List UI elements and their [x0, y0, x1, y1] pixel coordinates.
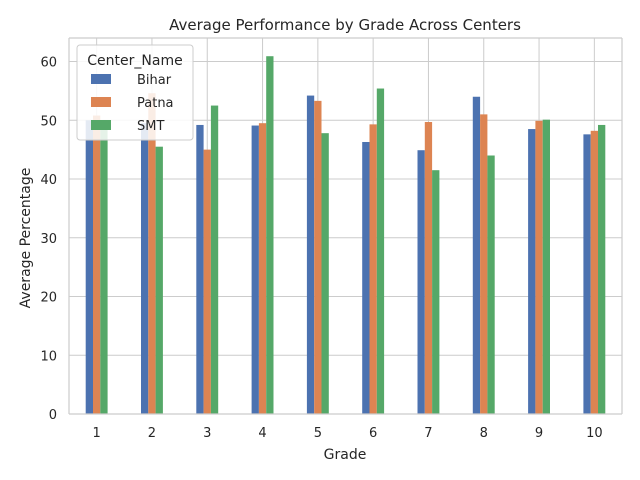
y-tick-label: 10 — [40, 349, 57, 364]
bar-smt-grade-3 — [210, 105, 219, 414]
bars — [85, 56, 606, 415]
bar-patna-grade-3 — [203, 149, 211, 414]
bar-bihar-grade-5 — [306, 95, 315, 414]
legend-label-smt: SMT — [137, 119, 164, 134]
legend: Center_Name Bihar Patna SMT — [76, 44, 194, 141]
legend-title: Center_Name — [87, 53, 182, 69]
bar-patna-grade-2 — [148, 93, 156, 414]
legend-swatch-patna — [91, 97, 111, 107]
bar-patna-grade-10 — [590, 130, 598, 414]
chart-title: Average Performance by Grade Across Cent… — [169, 16, 521, 34]
x-tick-label: 8 — [480, 426, 488, 441]
bar-smt-grade-6 — [376, 88, 385, 415]
legend-label-patna: Patna — [137, 96, 174, 111]
x-tick-label: 5 — [314, 426, 322, 441]
bar-patna-grade-5 — [314, 100, 322, 415]
y-tick-label: 60 — [40, 56, 57, 71]
x-tick-label: 2 — [148, 426, 156, 441]
bar-smt-grade-10 — [598, 124, 606, 414]
bar-bihar-grade-4 — [251, 125, 259, 414]
bar-bihar-grade-10 — [583, 134, 591, 414]
bar-smt-grade-4 — [266, 56, 274, 415]
bar-patna-grade-7 — [424, 122, 433, 414]
bar-bihar-grade-6 — [362, 141, 370, 415]
bar-bihar-grade-8 — [472, 96, 481, 414]
y-tick-label: 50 — [40, 114, 57, 129]
legend-box — [76, 44, 194, 141]
bar-patna-grade-4 — [258, 123, 267, 414]
legend-swatch-smt — [91, 120, 111, 130]
bar-smt-grade-8 — [487, 155, 495, 414]
y-axis-label: Average Percentage — [18, 168, 34, 309]
bar-patna-grade-9 — [535, 120, 543, 415]
bar-smt-grade-7 — [432, 170, 440, 414]
bar-bihar-grade-2 — [141, 123, 149, 414]
x-axis-label: Grade — [324, 447, 367, 463]
y-tick-label: 40 — [40, 173, 57, 188]
bar-smt-grade-9 — [542, 119, 550, 414]
bar-bihar-grade-7 — [417, 150, 425, 414]
x-tick-label: 1 — [93, 426, 101, 441]
bar-patna-grade-8 — [480, 114, 488, 414]
x-tick-label: 9 — [535, 426, 543, 441]
legend-label-bihar: Bihar — [137, 73, 172, 88]
bar-patna-grade-1 — [93, 115, 101, 415]
bar-patna-grade-6 — [369, 124, 377, 415]
bar-smt-grade-2 — [155, 146, 163, 414]
x-tick-label: 7 — [424, 426, 432, 441]
bar-smt-grade-5 — [321, 133, 329, 415]
x-tick-label: 3 — [203, 426, 211, 441]
bar-bihar-grade-3 — [196, 124, 204, 414]
y-tick-label: 0 — [49, 408, 57, 423]
legend-swatch-bihar — [91, 74, 111, 84]
x-tick-label: 4 — [258, 426, 266, 441]
y-tick-label: 20 — [40, 291, 57, 306]
x-tick-label: 6 — [369, 426, 377, 441]
bar-smt-grade-1 — [100, 121, 108, 415]
y-tick-label: 30 — [40, 232, 57, 247]
bar-bihar-grade-1 — [85, 120, 93, 414]
axes: 0 10 20 30 40 50 60 1 2 3 4 5 6 7 8 9 10 — [40, 37, 623, 441]
x-tick-label: 10 — [586, 426, 603, 441]
bar-bihar-grade-9 — [528, 129, 536, 414]
